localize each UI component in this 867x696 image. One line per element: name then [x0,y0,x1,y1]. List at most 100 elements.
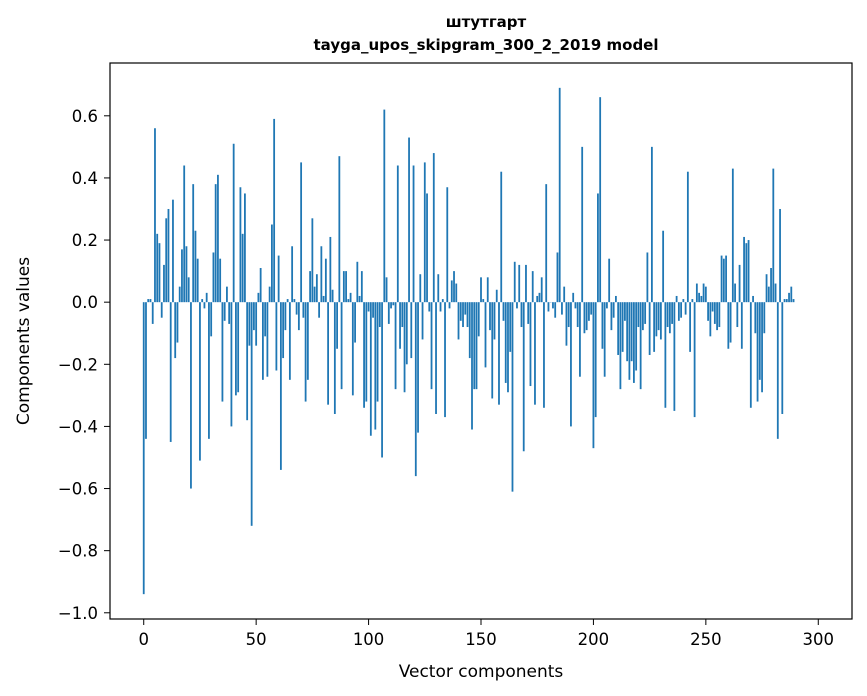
bar-239 [680,302,683,318]
bar-122 [417,302,419,433]
chart-subtitle: tayga_upos_skipgram_300_2_2019 model [314,36,659,54]
bar-72 [304,302,307,402]
bar-269 [747,240,750,303]
bar-33 [217,174,219,303]
bar-141 [459,302,462,321]
bar-30 [210,302,213,337]
bar-120 [412,165,415,303]
bar-187 [563,286,566,303]
bar-191 [572,292,575,303]
bar-283 [779,208,781,303]
bar-261 [729,302,732,343]
chart-title: штутгарт [446,13,527,31]
bar-100 [367,302,370,312]
bar-7 [158,243,161,303]
bar-9 [163,264,165,303]
bar-215 [626,302,629,362]
bar-11 [167,208,170,303]
bar-266 [740,302,743,349]
bar-163 [509,302,512,352]
bar-193 [576,302,579,328]
x-axis-label: Vector components [399,662,564,682]
bar-200 [592,302,595,449]
bar-102 [372,302,374,318]
bar-213 [621,302,624,352]
bar-156 [493,302,496,340]
bar-244 [691,299,694,303]
bar-98 [363,302,365,408]
bar-27 [203,302,206,309]
bar-254 [713,302,716,324]
bar-159 [500,171,503,303]
bar-179 [545,184,548,303]
bar-222 [641,302,644,331]
bar-203 [599,97,602,303]
bar-57 [270,224,273,303]
bar-60 [277,255,280,303]
bar-84 [331,289,334,303]
bar-143 [464,302,467,315]
bar-164 [511,302,514,492]
bar-267 [743,236,745,303]
bar-257 [720,255,723,303]
bar-265 [738,264,741,303]
bar-133 [441,299,444,303]
bar-13 [172,199,174,303]
bar-221 [639,302,642,390]
bar-281 [774,283,777,303]
bar-258 [722,258,725,303]
bar-177 [540,277,543,303]
bar-253 [711,302,714,312]
bar-28 [205,292,208,303]
bar-167 [518,264,521,303]
y-tick-label: 0.0 [72,293,98,312]
bar-246 [695,283,698,303]
bar-50 [255,302,258,346]
bar-176 [538,292,541,303]
bar-268 [745,243,748,303]
bar-188 [565,302,568,346]
bar-68 [295,302,298,315]
bar-155 [491,302,494,399]
bar-114 [399,302,401,349]
bar-166 [516,302,518,309]
bar-180 [547,302,550,312]
x-tick-label: 0 [138,630,149,649]
bar-41 [235,302,237,396]
bar-271 [752,295,754,303]
bar-126 [426,193,428,303]
bar-204 [601,302,604,349]
bar-274 [758,302,761,380]
bar-174 [534,302,536,405]
bar-169 [522,302,525,452]
bar-34 [219,258,222,303]
bar-139 [455,283,458,303]
bar-142 [462,302,464,328]
bar-48 [250,302,253,526]
bar-107 [383,109,386,303]
bar-242 [686,171,689,303]
bar-275 [761,302,763,393]
bar-227 [653,302,656,352]
bar-94 [354,302,356,343]
bar-238 [677,302,680,321]
bar-252 [709,302,712,337]
bar-284 [781,302,784,414]
bar-77 [315,274,318,303]
bar-52 [259,268,262,303]
bar-125 [423,162,426,303]
bar-39 [230,302,233,427]
bar-108 [385,277,388,303]
bar-212 [619,302,622,390]
bar-1 [145,302,147,439]
bar-20 [187,277,190,303]
bar-137 [450,280,453,303]
bar-103 [374,302,377,430]
bar-151 [482,299,485,303]
bar-69 [297,302,300,331]
bar-146 [471,302,473,430]
bar-117 [405,302,408,365]
bar-136 [448,302,451,309]
bar-201 [594,302,597,418]
